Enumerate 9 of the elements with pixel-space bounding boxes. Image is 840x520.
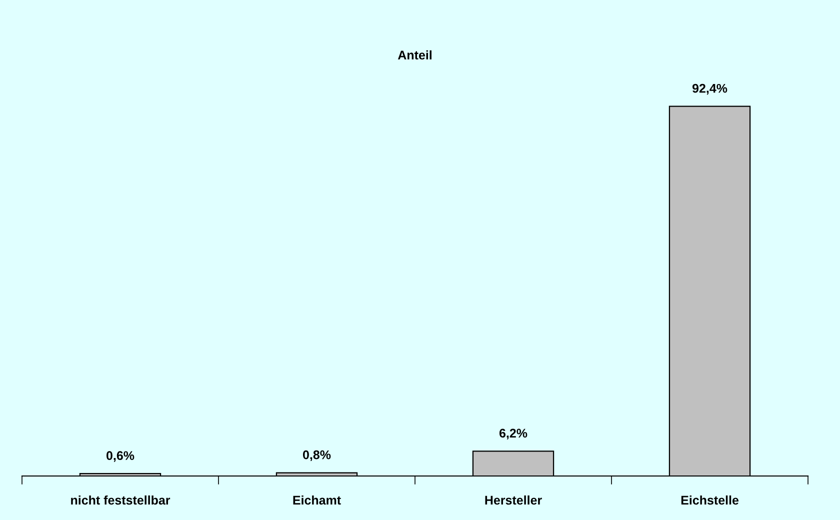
x-tick-label: Eichstelle — [681, 495, 739, 505]
x-tick-label: Hersteller — [485, 495, 542, 505]
data-label: 0,6% — [106, 451, 134, 462]
chart-title: Anteil — [398, 50, 432, 60]
data-label: 92,4% — [692, 84, 728, 95]
data-label: 6,2% — [499, 428, 528, 440]
data-label: 0,8% — [303, 450, 331, 462]
x-tick-label: nicht feststellbar — [71, 495, 170, 505]
x-tick-label: Eichamt — [293, 495, 341, 505]
